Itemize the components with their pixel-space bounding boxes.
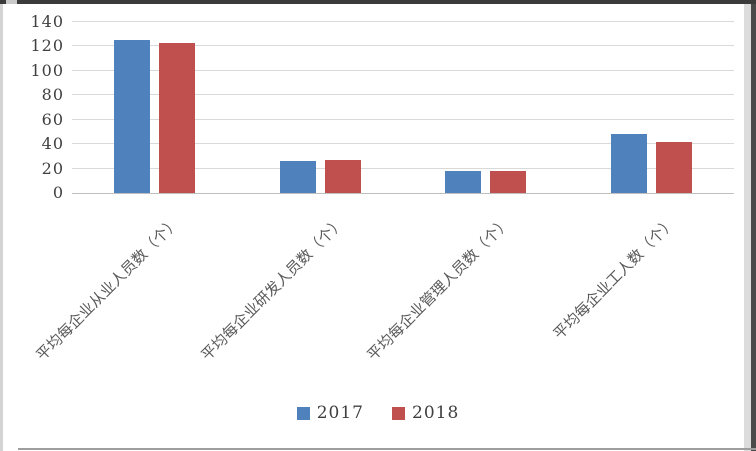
bar-2017-category-2 bbox=[445, 171, 482, 193]
bar-2017-category-1 bbox=[279, 161, 316, 193]
gridline-y-40 bbox=[72, 143, 734, 145]
gridline-y-0 bbox=[72, 193, 734, 194]
legend: 2017 2018 bbox=[0, 403, 756, 423]
x-category-label-3: 平均每企业工人数（个） bbox=[549, 213, 680, 343]
legend-swatch-2018 bbox=[392, 406, 405, 420]
x-category-label-1: 平均每企业研发人员数（个） bbox=[197, 213, 349, 365]
bar-2018-category-2 bbox=[490, 171, 527, 193]
bar-groups bbox=[72, 22, 734, 193]
x-category-label-0: 平均每企业从业人员数（个） bbox=[32, 213, 183, 365]
bar-2018-category-3 bbox=[655, 141, 692, 193]
bar-group-0 bbox=[72, 22, 238, 193]
y-tick-label-20: 20 bbox=[41, 158, 64, 178]
y-tick-label-140: 140 bbox=[30, 12, 64, 31]
window-top-border bbox=[0, 0, 756, 4]
legend-item-2017: 2017 bbox=[296, 403, 364, 423]
window-left-border bbox=[0, 4, 3, 451]
gridline-y-140 bbox=[72, 21, 734, 22]
plot-area bbox=[72, 21, 734, 194]
window-top-border-notch bbox=[6, 0, 17, 4]
legend-label-2018: 2018 bbox=[412, 403, 460, 423]
bar-group-1 bbox=[238, 22, 404, 193]
legend-item-2018: 2018 bbox=[392, 403, 459, 423]
gridline-y-60 bbox=[72, 118, 734, 120]
bar-group-2 bbox=[403, 22, 569, 193]
bar-2017-category-0 bbox=[114, 40, 151, 193]
legend-swatch-2017 bbox=[296, 406, 310, 420]
gridline-y-20 bbox=[72, 167, 734, 169]
bar-2018-category-0 bbox=[159, 42, 196, 193]
legend-label-2017: 2017 bbox=[316, 403, 364, 423]
gridline-y-120 bbox=[72, 45, 734, 47]
y-tick-label-120: 120 bbox=[30, 36, 64, 56]
gridline-y-100 bbox=[72, 69, 734, 71]
window-bottom-border bbox=[18, 448, 756, 450]
y-tick-label-60: 60 bbox=[41, 109, 64, 129]
x-category-label-2: 平均每企业管理人员数（个） bbox=[363, 213, 514, 365]
window-right-border-dark bbox=[751, 4, 756, 451]
y-tick-label-100: 100 bbox=[30, 60, 64, 80]
y-tick-label-80: 80 bbox=[41, 85, 64, 105]
bar-2017-category-3 bbox=[610, 134, 647, 193]
y-tick-label-40: 40 bbox=[41, 134, 64, 154]
y-tick-label-0: 0 bbox=[52, 183, 64, 202]
bar-group-3 bbox=[569, 22, 735, 193]
bar-2018-category-1 bbox=[324, 160, 361, 193]
window-right-border-light bbox=[744, 4, 751, 451]
gridline-y-80 bbox=[72, 94, 734, 96]
